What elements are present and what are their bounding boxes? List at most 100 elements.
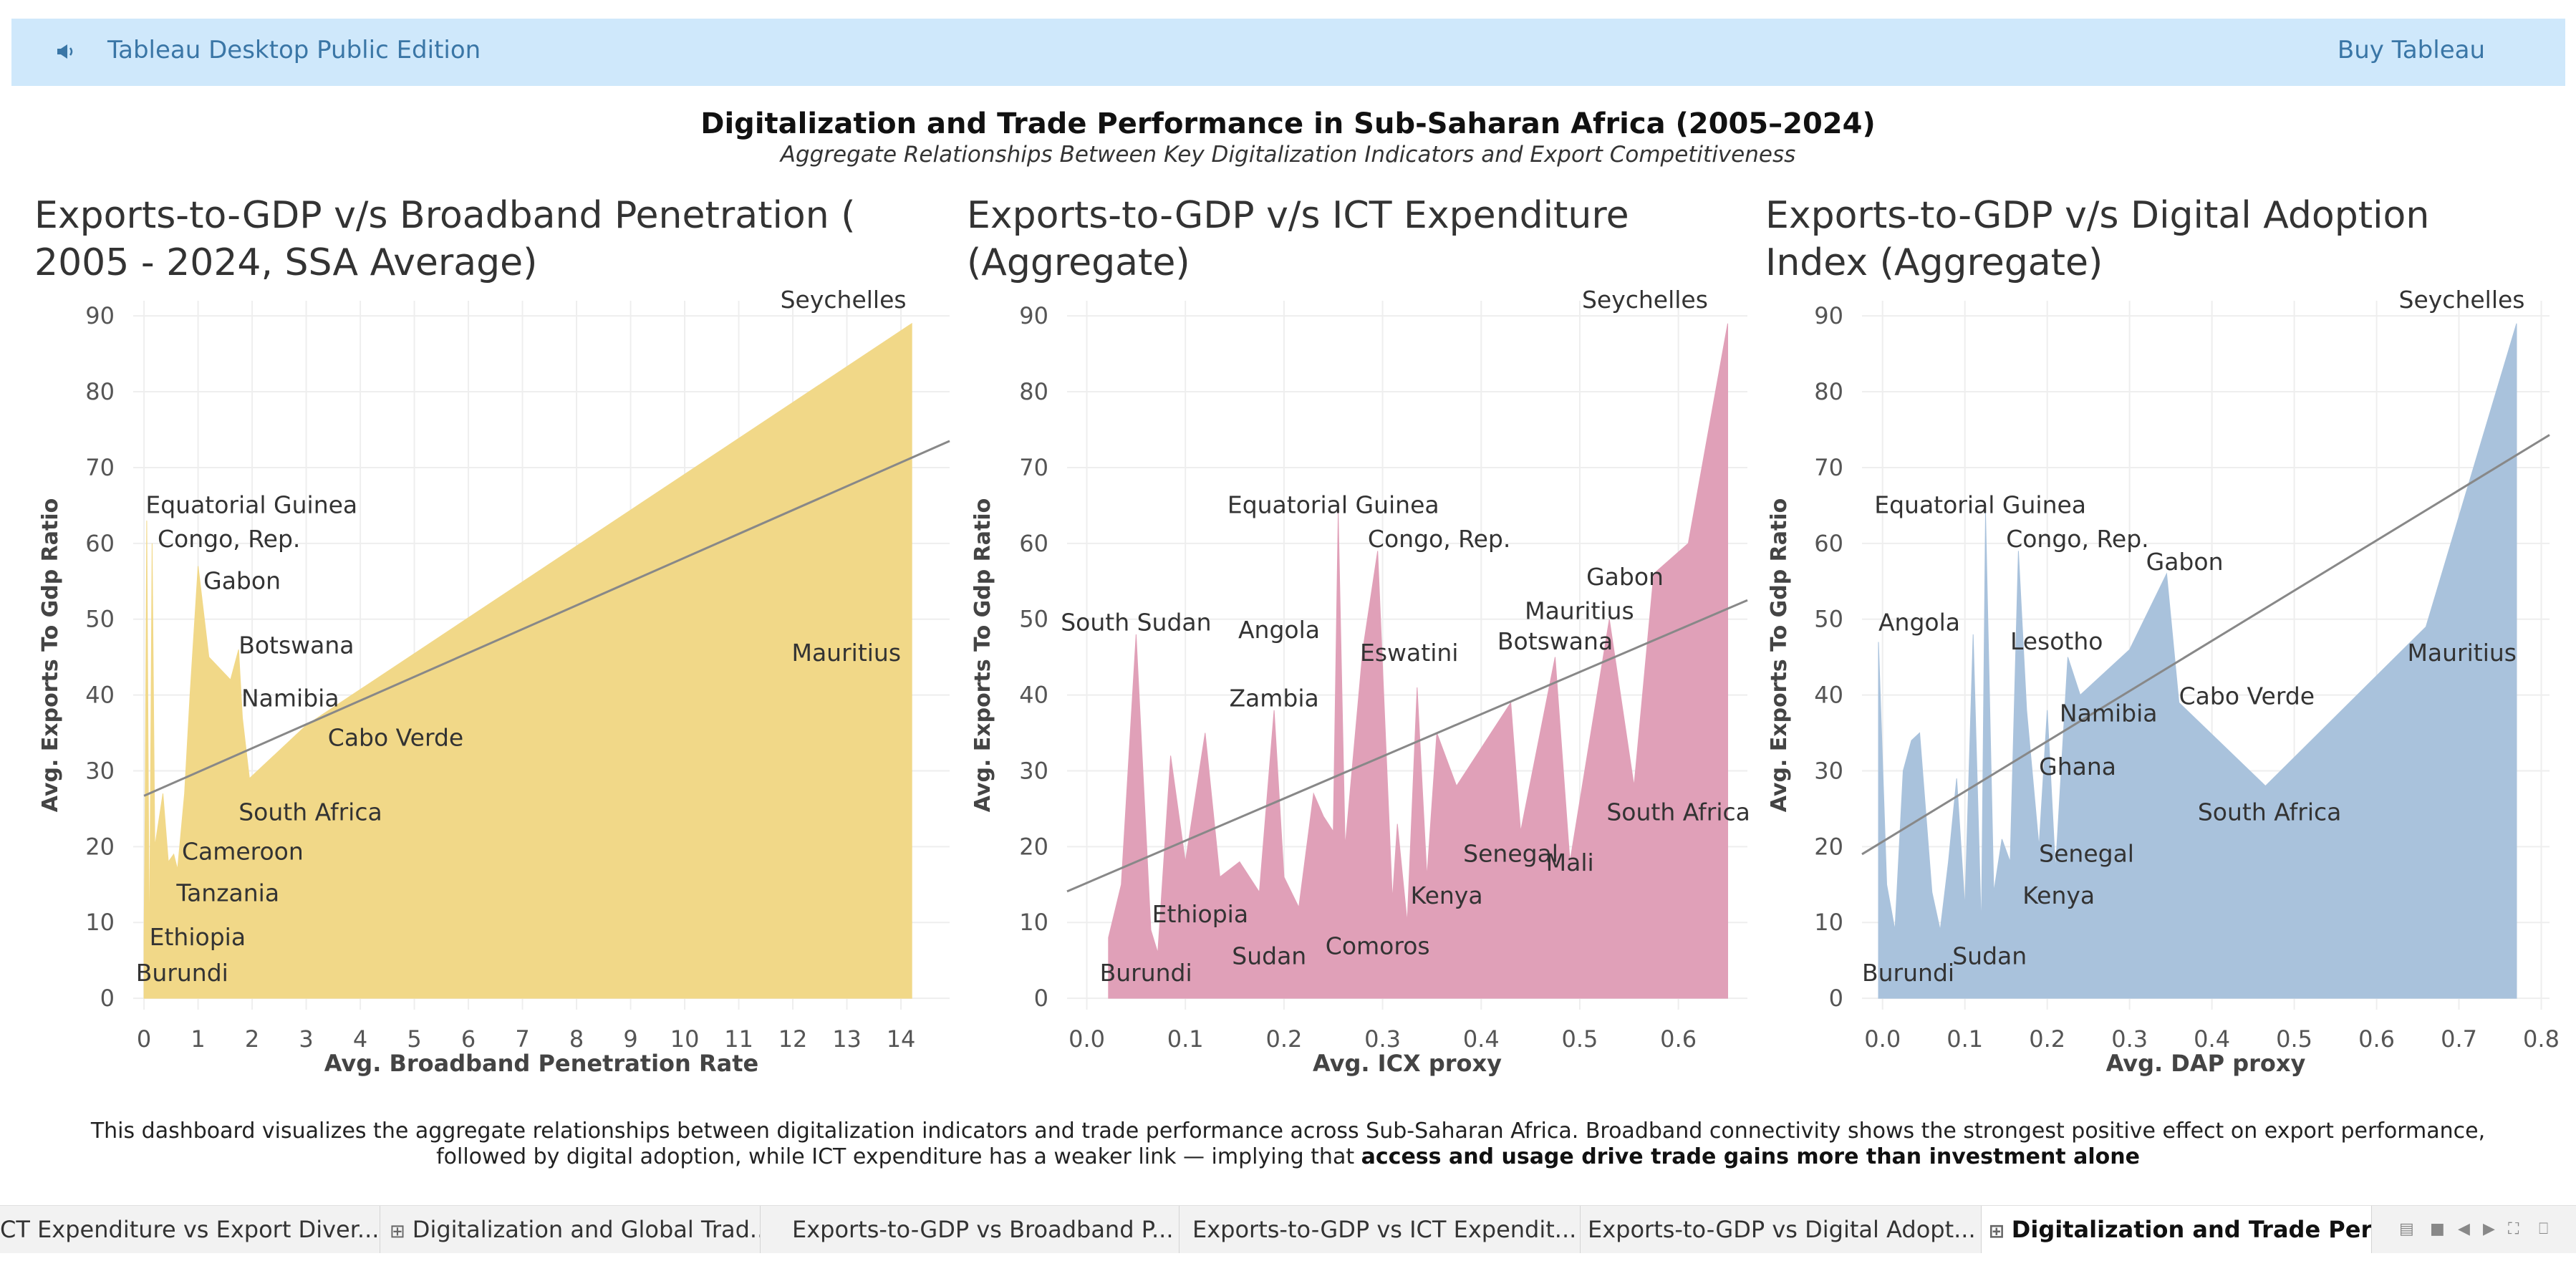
caption-line2-bold: access and usage drive trade gains more … (1361, 1144, 2140, 1169)
x-tick-label: 6 (461, 1025, 476, 1053)
trend-line (1861, 434, 2550, 856)
tab-label: Digitalization and Trade Perf... (2011, 1216, 2372, 1243)
prev-sheet-icon[interactable]: ◀ (2458, 1220, 2470, 1238)
x-tick-label: 11 (724, 1025, 753, 1053)
chart-3-title-line2: Index (Aggregate) (1765, 241, 2103, 284)
fullscreen-icon[interactable]: ⛶ (2508, 1220, 2519, 1238)
y-tick-label: 20 (1019, 833, 1048, 860)
x-tick-label: 3 (299, 1025, 313, 1053)
tab-label: Exports-to-GDP vs Broadband P... (792, 1216, 1174, 1243)
point-label: Angola (1878, 609, 1960, 637)
y-tick-label: 40 (1019, 682, 1048, 709)
tab-ict-expenditure-export-diversification[interactable]: CT Expenditure vs Export Diver... (0, 1206, 380, 1253)
y-tick-label: 90 (85, 302, 115, 329)
tab-digitalization-trade-performance[interactable]: ⊞ Digitalization and Trade Perf... (1982, 1206, 2372, 1253)
y-tick-label: 0 (100, 985, 115, 1012)
tab-exports-vs-broadband[interactable]: Exports-to-GDP vs Broadband P... (761, 1206, 1180, 1253)
y-tick-label: 40 (1814, 682, 1843, 709)
area-series (1108, 323, 1728, 999)
y-tick-label: 50 (1814, 606, 1843, 633)
chart-3-title: Exports-to-GDP v/s Digital Adoption Inde… (1765, 192, 2429, 286)
point-label: Congo, Rep. (158, 525, 300, 553)
y-tick-label: 60 (1019, 530, 1048, 557)
trend-line (1066, 599, 1748, 893)
point-label: Congo, Rep. (2006, 525, 2148, 553)
y-tick-label: 30 (1814, 757, 1843, 784)
point-label: Gabon (1586, 563, 1664, 591)
point-label: Seychelles (2399, 286, 2525, 314)
y-tick-label: 10 (1019, 909, 1048, 936)
x-tick-label: 13 (832, 1025, 862, 1053)
x-tick-label: 2 (245, 1025, 259, 1053)
x-tick-label: 5 (407, 1025, 421, 1053)
next-sheet-icon[interactable]: ▶ (2483, 1220, 2495, 1238)
point-label: Burundi (1862, 959, 1954, 987)
y-tick-label: 80 (1814, 378, 1843, 405)
point-label: Kenya (2022, 881, 2095, 909)
tab-label: Exports-to-GDP vs Digital Adopt... (1588, 1216, 1976, 1243)
x-tick-label: 12 (778, 1025, 808, 1053)
point-label: Equatorial Guinea (1227, 491, 1439, 518)
tabs-icon[interactable]: ■ (2430, 1220, 2445, 1238)
y-tick-label: 0 (1829, 985, 1843, 1012)
y-tick-label: 80 (85, 378, 115, 405)
tab-digitalization-global-trade[interactable]: ⊞ Digitalization and Global Trad... (380, 1206, 761, 1253)
x-tick-label: 4 (353, 1025, 367, 1053)
x-tick-label: 0.7 (2441, 1025, 2477, 1053)
point-label: Cabo Verde (328, 724, 463, 752)
buy-tableau-link[interactable]: Buy Tableau (2337, 36, 2485, 64)
point-label: Comoros (1326, 932, 1430, 960)
tab-exports-vs-digital-adoption[interactable]: Exports-to-GDP vs Digital Adopt... (1581, 1206, 1982, 1253)
point-label: Tanzania (175, 879, 279, 907)
film-strip-icon[interactable]: ▤ (2399, 1220, 2414, 1238)
point-label: Ghana (2039, 753, 2116, 781)
y-tick-label: 70 (1019, 454, 1048, 481)
y-tick-label: 80 (1019, 378, 1048, 405)
y-tick-label: 50 (85, 606, 115, 633)
point-label: Gabon (203, 566, 281, 594)
present-icon[interactable]: ⎕ (2539, 1220, 2549, 1238)
area-series (143, 322, 912, 999)
y-tick-label: 90 (1814, 302, 1843, 329)
tab-label: Exports-to-GDP vs ICT Expendit... (1192, 1216, 1577, 1243)
x-axis-title: Avg. Broadband Penetration Rate (324, 1050, 758, 1077)
x-tick-label: 9 (623, 1025, 637, 1053)
y-tick-label: 40 (85, 682, 115, 709)
chart-2-title: Exports-to-GDP v/s ICT Expenditure (Aggr… (967, 192, 1629, 286)
point-label: Ethiopia (1152, 900, 1248, 928)
y-tick-label: 30 (1019, 757, 1048, 784)
x-tick-label: 0.6 (2358, 1025, 2395, 1053)
dashboard-grid-icon: ⊞ (1989, 1221, 2005, 1242)
dashboard-title: Digitalization and Trade Performance in … (700, 107, 1876, 140)
tab-label: CT Expenditure vs Export Diver... (0, 1216, 380, 1243)
x-tick-label: 0.5 (2276, 1025, 2312, 1053)
point-label: Seychelles (1582, 286, 1708, 314)
x-tick-label: 0.3 (1364, 1025, 1401, 1053)
point-label: Cabo Verde (2179, 682, 2315, 710)
point-label: Mauritius (791, 639, 901, 667)
caption-line2-plain: followed by digital adoption, while ICT … (436, 1144, 1361, 1169)
x-tick-label: 0.0 (1068, 1025, 1105, 1053)
tab-exports-vs-ict[interactable]: Exports-to-GDP vs ICT Expendit... (1180, 1206, 1581, 1253)
point-label: Sudan (1232, 942, 1306, 970)
y-tick-label: 70 (1814, 454, 1843, 481)
chart-1-title-line2: 2005 - 2024, SSA Average) (34, 241, 538, 284)
point-label: Kenya (1411, 881, 1483, 909)
x-tick-label: 8 (569, 1025, 584, 1053)
megaphone-icon (57, 44, 73, 59)
point-label: Mauritius (1525, 597, 1634, 625)
y-tick-label: 10 (85, 909, 115, 936)
chart-3-title-line1: Exports-to-GDP v/s Digital Adoption (1765, 194, 2430, 237)
point-label: Mauritius (2407, 639, 2517, 667)
point-label: Equatorial Guinea (1874, 491, 2086, 518)
x-axis-title: Avg. ICX proxy (1313, 1050, 1502, 1077)
x-tick-label: 0.2 (2029, 1025, 2065, 1053)
x-tick-label: 0 (137, 1025, 151, 1053)
x-tick-label: 0.8 (2523, 1025, 2560, 1053)
dashboard-grid-icon: ⊞ (390, 1221, 405, 1242)
y-axis-title: Avg. Exports To Gdp Ratio (38, 498, 63, 813)
point-label: Zambia (1229, 684, 1318, 712)
